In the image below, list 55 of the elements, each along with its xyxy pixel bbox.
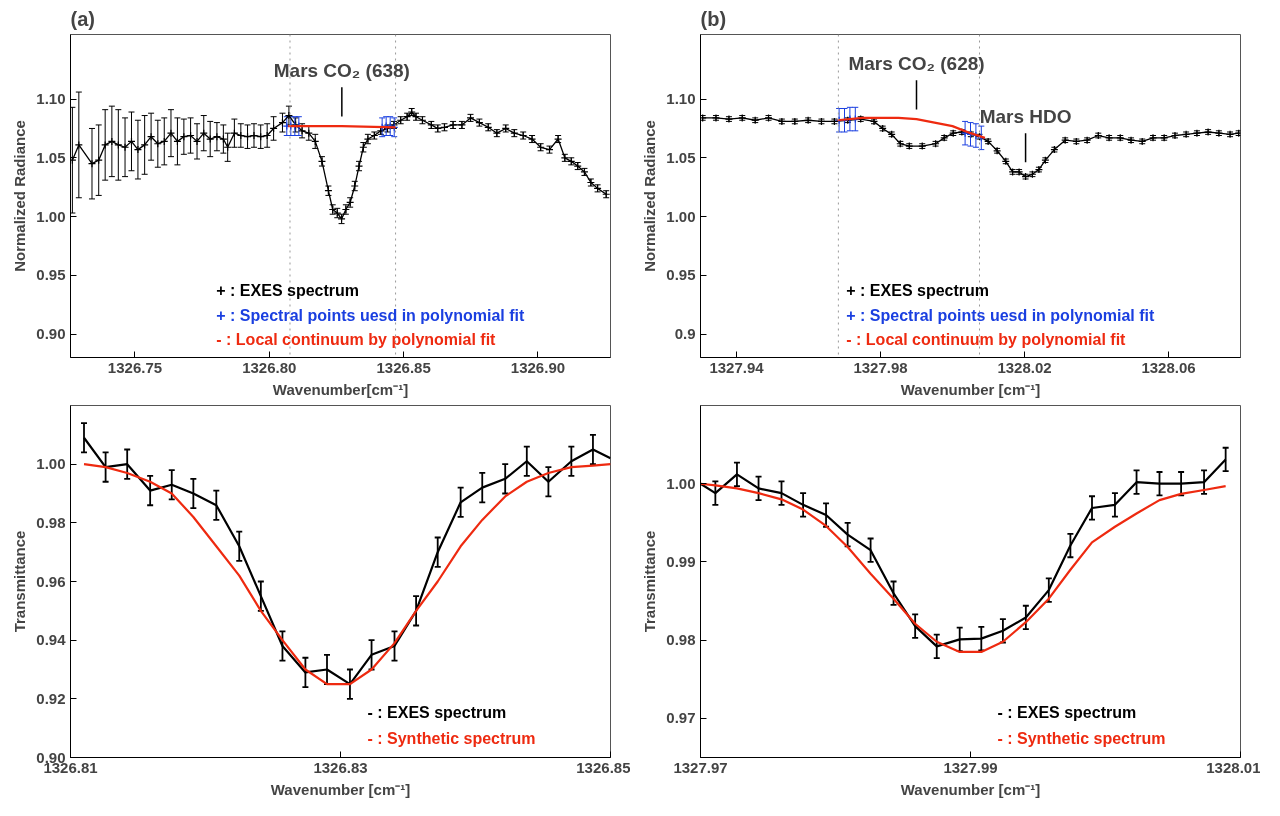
x-tick-label: 1328.01 bbox=[1206, 758, 1261, 776]
x-axis-title: Wavenumber [cm⁻¹] bbox=[900, 780, 1041, 798]
text: - : EXES spectrum bbox=[997, 703, 1137, 721]
annotation: Mars CO₂ (638) bbox=[273, 59, 410, 81]
x-tick-label: 1327.97 bbox=[673, 758, 728, 776]
annotation: Mars HDO bbox=[979, 105, 1072, 127]
x-tick-label: 1328.06 bbox=[1141, 358, 1196, 376]
x-tick-label: 1326.85 bbox=[376, 358, 431, 376]
x-axis-title: Wavenumber [cm⁻¹] bbox=[900, 380, 1041, 398]
x-tick-label: 1327.99 bbox=[943, 758, 998, 776]
chart-title: (b) bbox=[700, 7, 727, 30]
chart-title: (a) bbox=[70, 7, 95, 30]
y-axis-title: Normalized Radiance bbox=[11, 120, 29, 272]
y-tick-label: 0.92 bbox=[36, 689, 66, 707]
x-tick-label: 1326.80 bbox=[242, 358, 297, 376]
x-tick-label: 1326.85 bbox=[576, 758, 631, 776]
y-tick-label: 0.98 bbox=[666, 631, 696, 649]
x-tick-label: 1326.83 bbox=[313, 758, 368, 776]
text: + : Spectral points uesd in polynomial fit bbox=[846, 306, 1156, 324]
y-tick-label: 0.95 bbox=[666, 266, 696, 284]
y-tick-label: 1.00 bbox=[666, 474, 696, 492]
text: + : Spectral points uesd in polynomial fit bbox=[216, 306, 526, 324]
y-tick-label: 1.05 bbox=[36, 148, 66, 166]
text: - : Local continuum by polynomial fit bbox=[846, 330, 1127, 348]
annotation: Mars CO₂ (628) bbox=[848, 52, 985, 74]
x-tick-label: 1326.75 bbox=[107, 358, 163, 376]
y-tick-label: 0.94 bbox=[36, 631, 67, 649]
y-tick-label: 0.90 bbox=[36, 325, 66, 343]
x-tick-label: 1327.94 bbox=[709, 358, 765, 376]
y-tick-label: 0.99 bbox=[666, 552, 696, 570]
y-tick-label: 1.10 bbox=[36, 90, 66, 108]
y-tick-label: 0.96 bbox=[36, 572, 66, 590]
y-tick-label: 0.95 bbox=[36, 266, 66, 284]
x-tick-label: 1328.02 bbox=[997, 358, 1052, 376]
y-tick-label: 0.97 bbox=[666, 709, 696, 727]
text: - : Synthetic spectrum bbox=[367, 729, 536, 747]
y-tick-label: 1.00 bbox=[36, 455, 66, 473]
y-tick-label: 0.9 bbox=[674, 325, 696, 343]
x-axis-title: Wavenumber [cm⁻¹] bbox=[270, 780, 411, 798]
x-tick-label: 1327.98 bbox=[853, 358, 908, 376]
y-tick-label: 1.10 bbox=[666, 90, 696, 108]
text: + : EXES spectrum bbox=[216, 282, 360, 300]
y-axis-title: Transmittance bbox=[11, 530, 29, 633]
y-tick-label: 1.00 bbox=[666, 207, 696, 225]
x-axis-title: Wavenumber[cm⁻¹] bbox=[272, 380, 409, 398]
text: - : Local continuum by polynomial fit bbox=[216, 330, 497, 348]
y-tick-label: 0.98 bbox=[36, 513, 66, 531]
y-axis-title: Transmittance bbox=[641, 530, 659, 633]
series-label: - : EXES spectrum bbox=[367, 703, 507, 721]
y-axis-title: Normalized Radiance bbox=[641, 120, 659, 272]
y-tick-label: 1.00 bbox=[36, 207, 66, 225]
x-tick-label: 1326.90 bbox=[510, 358, 566, 376]
text: + : EXES spectrum bbox=[846, 282, 990, 300]
text: - : Synthetic spectrum bbox=[997, 729, 1166, 747]
y-tick-label: 1.05 bbox=[666, 148, 696, 166]
